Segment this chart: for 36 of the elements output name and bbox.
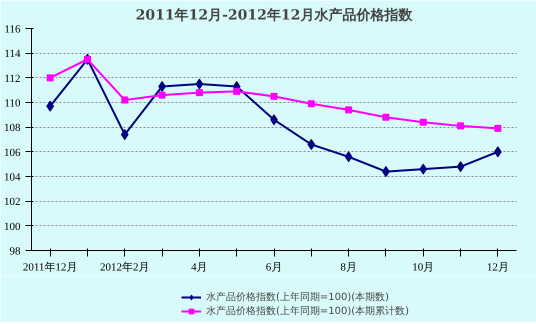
y-tick-label: 104	[4, 172, 21, 184]
y-tick-label: 112	[4, 72, 20, 85]
y-tick-label: 106	[4, 146, 21, 159]
chart-title: 2011年12月-2012年12月水产品价格指数	[136, 6, 414, 24]
x-tick-label: 12月	[486, 262, 509, 274]
x-tick-label: 2012年2月	[100, 262, 150, 274]
point	[46, 74, 54, 82]
x-tick-label: 6月	[266, 262, 282, 274]
y-tick-label: 110	[4, 98, 21, 110]
point	[270, 92, 278, 100]
point	[382, 114, 390, 121]
point	[419, 164, 428, 175]
point	[158, 92, 166, 99]
x-tick-label: 10月	[412, 262, 434, 274]
y-tick-label: 108	[4, 122, 21, 134]
y-tick-label: 98	[10, 246, 21, 258]
legend-label: 水产品价格指数(上年同期=100)(本期数)	[206, 290, 390, 304]
point	[121, 96, 128, 104]
x-tick-label: 2011年12月	[22, 262, 78, 274]
point	[196, 89, 203, 96]
y-tick-label: 102	[4, 196, 20, 208]
y-tick-label: 116	[4, 24, 21, 36]
y-tick-label: 100	[4, 220, 21, 233]
x-tick-label: 4月	[191, 262, 208, 274]
point	[307, 138, 316, 150]
point	[420, 118, 427, 126]
point	[120, 129, 129, 140]
point	[494, 124, 502, 132]
point	[308, 100, 315, 108]
y-tick-label: 114	[4, 48, 21, 60]
point	[196, 78, 204, 90]
point	[457, 122, 464, 130]
point	[233, 88, 240, 95]
point	[345, 106, 352, 114]
legend-label: 水产品价格指数(上年同期=100)(本期累计数)	[206, 304, 410, 318]
x-tick-label: 8月	[340, 262, 357, 274]
